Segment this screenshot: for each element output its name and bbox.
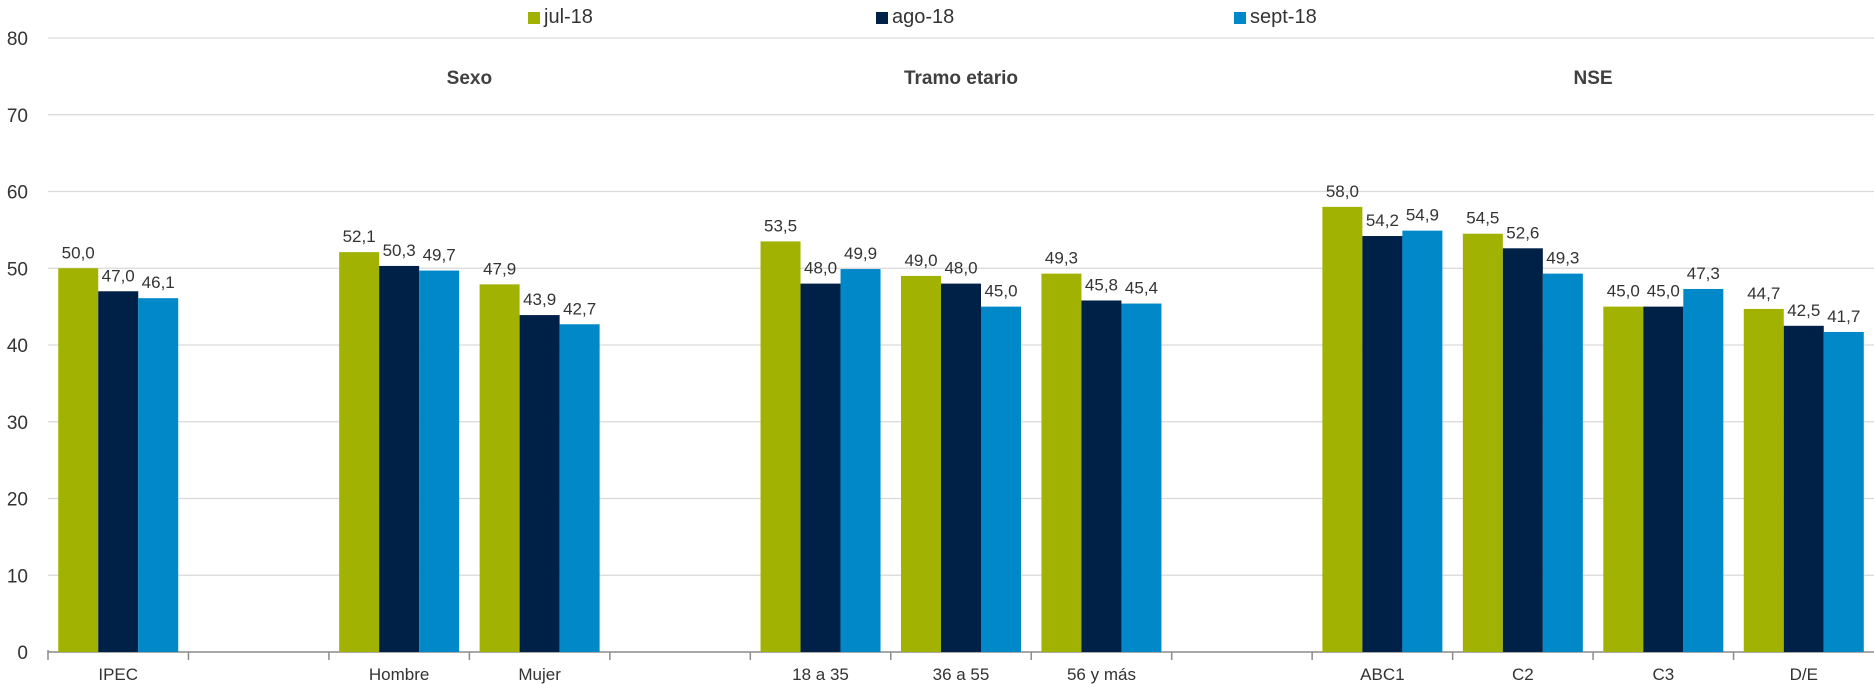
- bar-jul-18: [1743, 308, 1784, 652]
- bar-sept-18: [1683, 288, 1724, 652]
- y-tick-label: 60: [7, 183, 28, 204]
- bar-jul-18: [339, 252, 380, 652]
- x-tick-label: Mujer: [518, 665, 561, 684]
- data-label: 54,9: [1406, 206, 1439, 225]
- data-label: 48,0: [804, 259, 837, 278]
- y-tick-label: 10: [7, 566, 28, 587]
- y-tick-label: 40: [7, 336, 28, 357]
- bar-sept-18: [559, 324, 600, 652]
- x-tick-label: C3: [1652, 665, 1674, 684]
- data-label: 47,3: [1687, 264, 1720, 283]
- bar-sept-18: [1121, 303, 1162, 652]
- data-label: 52,1: [343, 227, 376, 246]
- bar-jul-18: [1041, 273, 1082, 652]
- data-label: 45,4: [1125, 279, 1158, 298]
- bar-ago-18: [519, 315, 560, 652]
- bar-sept-18: [981, 306, 1021, 652]
- x-tick-label: 18 a 35: [792, 665, 849, 684]
- data-label: 45,8: [1085, 275, 1118, 294]
- x-tick-label: 56 y más: [1067, 665, 1136, 684]
- data-label: 47,9: [483, 259, 516, 278]
- data-label: 42,5: [1787, 301, 1820, 320]
- data-label: 42,7: [563, 299, 596, 318]
- data-label: 58,0: [1326, 182, 1359, 201]
- x-tick-label: D/E: [1790, 665, 1818, 684]
- bar-jul-18: [760, 241, 801, 652]
- data-label: 45,0: [1647, 282, 1680, 301]
- data-label: 50,3: [383, 241, 416, 260]
- x-tick-label: 36 a 55: [933, 665, 990, 684]
- bar-ago-18: [1362, 236, 1403, 652]
- data-label: 48,0: [944, 259, 977, 278]
- data-label: 49,7: [423, 246, 456, 265]
- legend-label-ago-18: ago-18: [892, 6, 955, 28]
- legend-swatch-sept-18: [1234, 11, 1246, 24]
- bar-jul-18: [1603, 306, 1644, 652]
- bar-ago-18: [1081, 300, 1122, 652]
- legend-item-ago-18: ago-18: [876, 6, 954, 29]
- data-label: 45,0: [984, 282, 1017, 301]
- y-tick-label: 50: [7, 259, 28, 280]
- bar-sept-18: [138, 298, 179, 652]
- group-title: Tramo etario: [904, 68, 1018, 89]
- data-label: 41,7: [1827, 307, 1860, 326]
- bar-ago-18: [379, 265, 420, 652]
- y-tick-label: 20: [7, 490, 28, 511]
- data-label: 49,3: [1546, 249, 1579, 268]
- bar-ago-18: [1783, 325, 1824, 652]
- bar-jul-18: [1322, 206, 1363, 652]
- bar-sept-18: [840, 269, 881, 652]
- legend-label-sept-18: sept-18: [1250, 6, 1317, 28]
- data-label: 54,5: [1466, 209, 1499, 228]
- bar-ago-18: [941, 283, 981, 652]
- bar-jul-18: [58, 268, 99, 652]
- bar-ago-18: [1643, 306, 1684, 652]
- data-label: 49,0: [904, 251, 937, 270]
- bar-sept-18: [1823, 331, 1864, 652]
- bar-jul-18: [1462, 233, 1503, 652]
- data-label: 49,3: [1045, 249, 1078, 268]
- data-label: 46,1: [142, 273, 175, 292]
- bar-ago-18: [1502, 248, 1543, 653]
- data-label: 43,9: [523, 290, 556, 309]
- bar-jul-18: [901, 275, 941, 652]
- bar-ago-18: [98, 291, 139, 652]
- chart-legend: jul-18 ago-18 sept-18: [0, 6, 1874, 36]
- x-tick-label: Hombre: [369, 665, 429, 684]
- bar-sept-18: [1542, 273, 1583, 652]
- legend-item-jul-18: jul-18: [528, 6, 593, 29]
- y-tick-label: 0: [17, 643, 28, 664]
- bar-ago-18: [800, 283, 841, 652]
- data-label: 50,0: [62, 243, 95, 262]
- legend-swatch-ago-18: [876, 11, 888, 24]
- legend-item-sept-18: sept-18: [1234, 6, 1317, 29]
- x-tick-label: IPEC: [98, 665, 138, 684]
- x-tick-label: C2: [1512, 665, 1534, 684]
- legend-label-jul-18: jul-18: [544, 6, 593, 28]
- bar-jul-18: [479, 284, 520, 652]
- x-tick-label: ABC1: [1360, 665, 1404, 684]
- y-tick-label: 70: [7, 106, 28, 127]
- data-label: 47,0: [102, 266, 135, 285]
- bar-sept-18: [1402, 230, 1443, 652]
- group-title: NSE: [1574, 68, 1613, 89]
- data-label: 54,2: [1366, 211, 1399, 230]
- legend-swatch-jul-18: [528, 11, 540, 24]
- data-label: 44,7: [1747, 284, 1780, 303]
- data-label: 53,5: [764, 216, 797, 235]
- bar-sept-18: [419, 270, 460, 652]
- y-tick-label: 30: [7, 413, 28, 434]
- group-title: Sexo: [447, 68, 492, 89]
- y-tick-label: 80: [7, 29, 28, 50]
- data-label: 49,9: [844, 244, 877, 263]
- data-label: 45,0: [1607, 282, 1640, 301]
- data-label: 52,6: [1506, 223, 1539, 242]
